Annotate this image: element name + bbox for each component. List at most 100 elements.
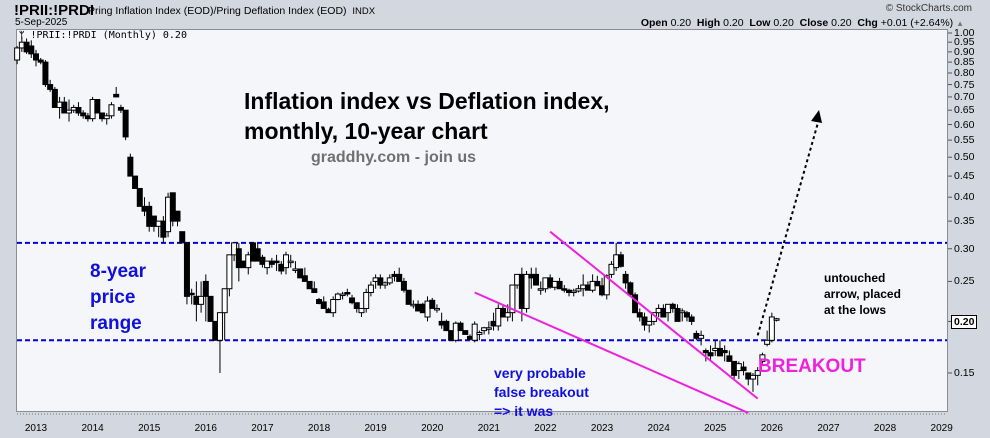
x-tick-label: 2024	[647, 423, 670, 434]
candle-up	[679, 310, 686, 314]
candle-up	[339, 293, 346, 297]
candle-down	[207, 295, 214, 322]
false-breakout-annotation: very probable false breakout => it was	[494, 364, 589, 421]
candle-down	[301, 275, 308, 282]
x-tick-label: 2023	[590, 423, 614, 434]
range-label-line-1: 8-year	[90, 261, 146, 282]
candle-up	[216, 312, 223, 341]
y-tick-label: 0.75	[954, 78, 975, 91]
candle-down	[632, 294, 639, 314]
chart-date: 5-Sep-2025	[15, 17, 68, 28]
copyright: © StockCharts.com	[885, 3, 972, 14]
candle-up	[537, 288, 544, 291]
candlestick-icon: ᛘ	[19, 31, 25, 41]
arrow-note-annotation: untouched arrow, placed at the lows	[824, 270, 901, 318]
y-tick-label: 0.40	[954, 191, 975, 204]
projection-arrow-line	[756, 118, 820, 336]
candle-down	[113, 93, 120, 98]
breakout-annotation: BREAKOUT	[758, 356, 866, 377]
candle-up	[198, 295, 205, 305]
x-tick-label: 2029	[930, 423, 953, 434]
wedge-lower-line	[474, 291, 749, 414]
x-tick-label: 2028	[873, 423, 897, 434]
arrow-head-icon	[811, 109, 823, 123]
candle-down	[61, 101, 68, 114]
y-axis: 1.00 0.95 0.90 0.85 0.80 0.75 0.70 0.65 0.60 0.55…	[949, 27, 990, 412]
candle-up	[608, 263, 615, 275]
candle-down	[702, 350, 709, 354]
candle-down	[122, 109, 129, 138]
candle-up	[768, 316, 775, 341]
candle-down	[669, 303, 676, 309]
candle-up	[452, 322, 459, 341]
candle-down	[561, 288, 568, 291]
candle-up	[773, 318, 780, 321]
candle-down	[740, 366, 747, 372]
open-label: Open	[640, 17, 668, 29]
candle-down	[297, 268, 304, 279]
candle-down	[353, 302, 360, 309]
up-triangle-icon: ▲	[956, 19, 964, 28]
candle-up	[523, 273, 530, 309]
candle-up	[334, 293, 341, 301]
y-tick-label: 1.00	[954, 27, 975, 39]
candle-down	[556, 280, 563, 290]
y-tick-label: 0.65	[954, 104, 975, 117]
candle-down	[254, 248, 261, 262]
close-value: 0.20	[831, 17, 852, 29]
x-tick-label: 2020	[421, 423, 444, 434]
candle-down	[117, 106, 124, 111]
high-label: High	[696, 17, 721, 29]
candle-down	[457, 322, 464, 332]
range-annotation: 8-year price range	[90, 259, 146, 337]
candle-down	[627, 282, 634, 296]
candle-down	[688, 316, 695, 322]
high-value: 0.20	[723, 17, 744, 29]
candle-down	[179, 231, 186, 244]
title-line-2: monthly, 10-year chart	[244, 118, 488, 144]
candle-up	[382, 282, 389, 286]
candle-up	[485, 327, 492, 330]
chart-legend: ᛘ !PRII:!PRDI (Monthly) 0.20	[19, 30, 187, 41]
x-tick-label: 2027	[817, 423, 840, 434]
candle-down	[75, 106, 82, 114]
candle-down	[174, 210, 181, 222]
candle-down	[405, 289, 412, 305]
candle-up	[570, 290, 577, 294]
arrow-note-line-3: at the lows	[824, 303, 887, 317]
candle-up	[330, 299, 337, 314]
wedge-upper-line	[549, 230, 759, 400]
candle-up	[754, 370, 761, 376]
candle-up	[66, 109, 73, 114]
candle-down	[462, 330, 469, 335]
candle-down	[183, 242, 190, 297]
candle-up	[103, 115, 110, 120]
chart-symbol: !PRII:!PRDI	[14, 2, 94, 19]
candle-down	[349, 297, 356, 304]
arrow-note-line-1: untouched	[824, 271, 886, 285]
candle-down	[273, 260, 280, 264]
candle-down	[726, 355, 733, 362]
x-tick-label: 2013	[24, 423, 48, 434]
y-tick-label: 0.45	[954, 170, 975, 183]
y-tick-label: 0.25	[954, 275, 975, 288]
x-tick-label: 2014	[81, 423, 104, 434]
candle-down	[169, 192, 176, 222]
chart-title-annotation: Inflation index vs Deflation index, mont…	[244, 86, 610, 146]
candle-up	[433, 307, 440, 311]
x-tick-label: 2018	[307, 423, 331, 434]
candle-down	[636, 312, 643, 318]
candle-up	[221, 288, 228, 314]
candle-down	[202, 280, 209, 297]
y-tick-label: 0.90	[954, 45, 975, 58]
exchange-label: INDX	[352, 6, 376, 17]
candle-down	[51, 88, 58, 108]
last-price-tag: 0.20	[951, 315, 978, 329]
x-tick-label: 2021	[477, 423, 500, 434]
low-label: Low	[749, 17, 771, 29]
open-value: 0.20	[670, 17, 692, 29]
candle-down	[80, 112, 87, 117]
candle-up	[108, 104, 115, 117]
candle-down	[127, 156, 134, 177]
false-breakout-line-2: false breakout	[494, 384, 589, 400]
